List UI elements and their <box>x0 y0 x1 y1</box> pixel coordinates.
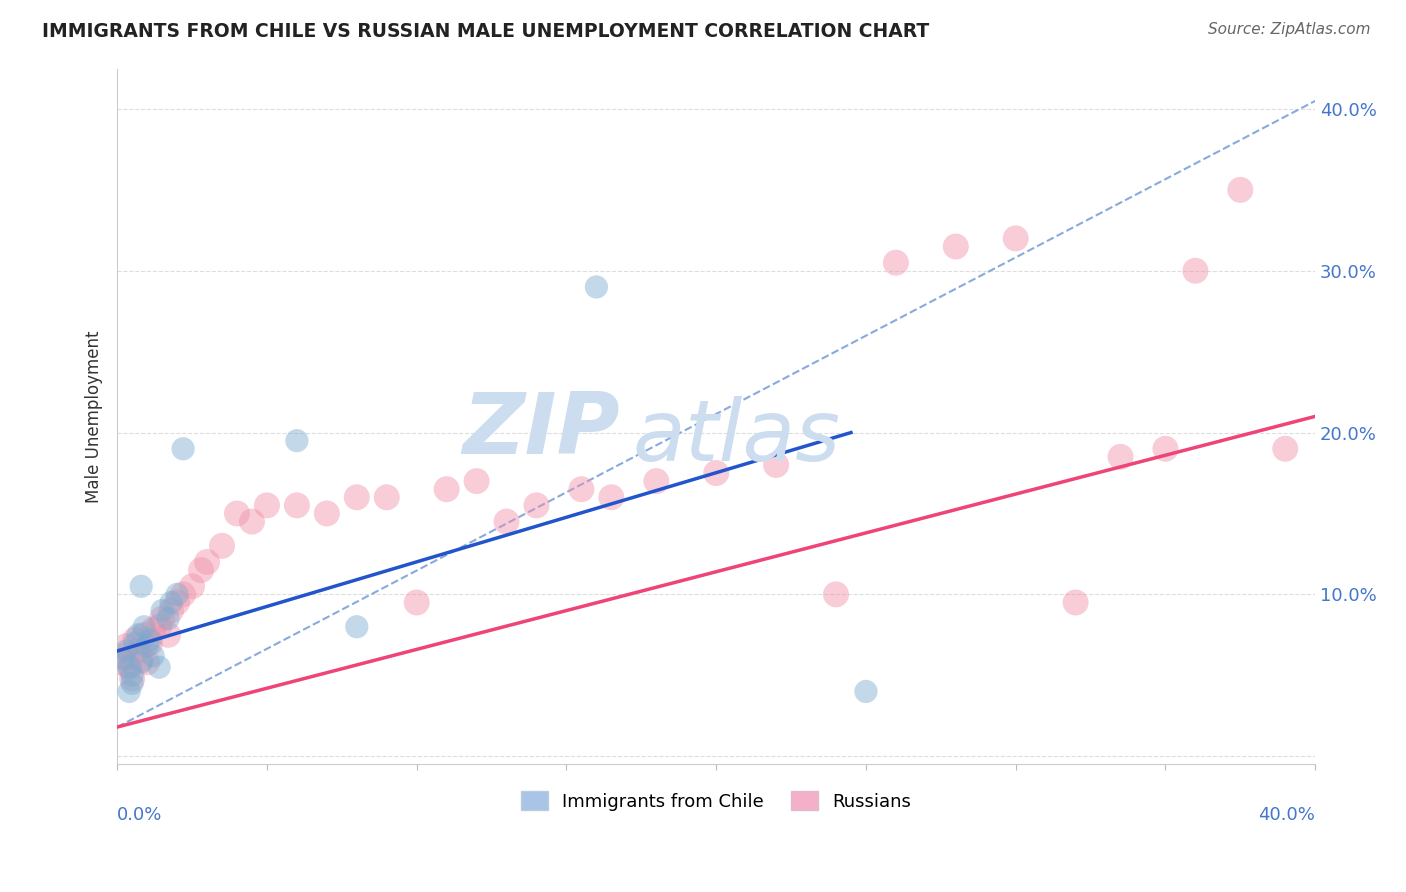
Point <box>405 595 427 609</box>
Point <box>825 587 848 601</box>
Point <box>157 612 180 626</box>
Point <box>121 672 143 686</box>
Point <box>160 595 183 609</box>
Point <box>285 434 308 448</box>
Point <box>129 652 152 666</box>
Point <box>136 656 159 670</box>
Point <box>600 491 623 505</box>
Point <box>134 620 156 634</box>
Y-axis label: Male Unemployment: Male Unemployment <box>86 330 103 503</box>
Point <box>148 660 170 674</box>
Point <box>884 255 907 269</box>
Point <box>240 515 263 529</box>
Point <box>166 595 188 609</box>
Point <box>256 499 278 513</box>
Point <box>1109 450 1132 464</box>
Point <box>124 636 146 650</box>
Point <box>495 515 517 529</box>
Point <box>526 499 548 513</box>
Point <box>142 648 165 663</box>
Point <box>157 628 180 642</box>
Text: IMMIGRANTS FROM CHILE VS RUSSIAN MALE UNEMPLOYMENT CORRELATION CHART: IMMIGRANTS FROM CHILE VS RUSSIAN MALE UN… <box>42 22 929 41</box>
Point <box>585 280 607 294</box>
Point <box>645 474 668 488</box>
Point <box>945 239 967 253</box>
Point <box>285 499 308 513</box>
Point <box>436 482 458 496</box>
Point <box>1184 264 1206 278</box>
Point <box>172 587 194 601</box>
Point <box>315 507 337 521</box>
Text: Source: ZipAtlas.com: Source: ZipAtlas.com <box>1208 22 1371 37</box>
Point <box>1274 442 1296 456</box>
Point <box>195 555 218 569</box>
Point <box>118 660 141 674</box>
Point <box>765 458 787 472</box>
Legend: Immigrants from Chile, Russians: Immigrants from Chile, Russians <box>513 784 918 818</box>
Point <box>118 660 141 674</box>
Point <box>134 628 156 642</box>
Point <box>139 636 162 650</box>
Point <box>704 466 727 480</box>
Point <box>211 539 233 553</box>
Point <box>124 632 146 647</box>
Point <box>148 620 170 634</box>
Point <box>1004 231 1026 245</box>
Point <box>127 644 149 658</box>
Point <box>1229 183 1251 197</box>
Point <box>181 579 204 593</box>
Point <box>127 628 149 642</box>
Point <box>121 668 143 682</box>
Point <box>129 656 152 670</box>
Point <box>160 603 183 617</box>
Point <box>1154 442 1177 456</box>
Point <box>346 491 368 505</box>
Point <box>139 632 162 647</box>
Point <box>112 652 135 666</box>
Point <box>150 612 173 626</box>
Text: atlas: atlas <box>633 396 841 479</box>
Point <box>226 507 249 521</box>
Point <box>190 563 212 577</box>
Point <box>375 491 398 505</box>
Point <box>855 684 877 698</box>
Point <box>172 442 194 456</box>
Point <box>571 482 593 496</box>
Point <box>142 623 165 637</box>
Point <box>112 648 135 663</box>
Point <box>465 474 488 488</box>
Point <box>118 684 141 698</box>
Text: 0.0%: 0.0% <box>117 806 163 824</box>
Point <box>136 639 159 653</box>
Text: 40.0%: 40.0% <box>1258 806 1315 824</box>
Text: ZIP: ZIP <box>463 389 620 472</box>
Point <box>121 676 143 690</box>
Point <box>115 639 138 653</box>
Point <box>115 644 138 658</box>
Point <box>346 620 368 634</box>
Point <box>150 603 173 617</box>
Point <box>1064 595 1087 609</box>
Point <box>129 579 152 593</box>
Point <box>108 656 131 670</box>
Point <box>166 587 188 601</box>
